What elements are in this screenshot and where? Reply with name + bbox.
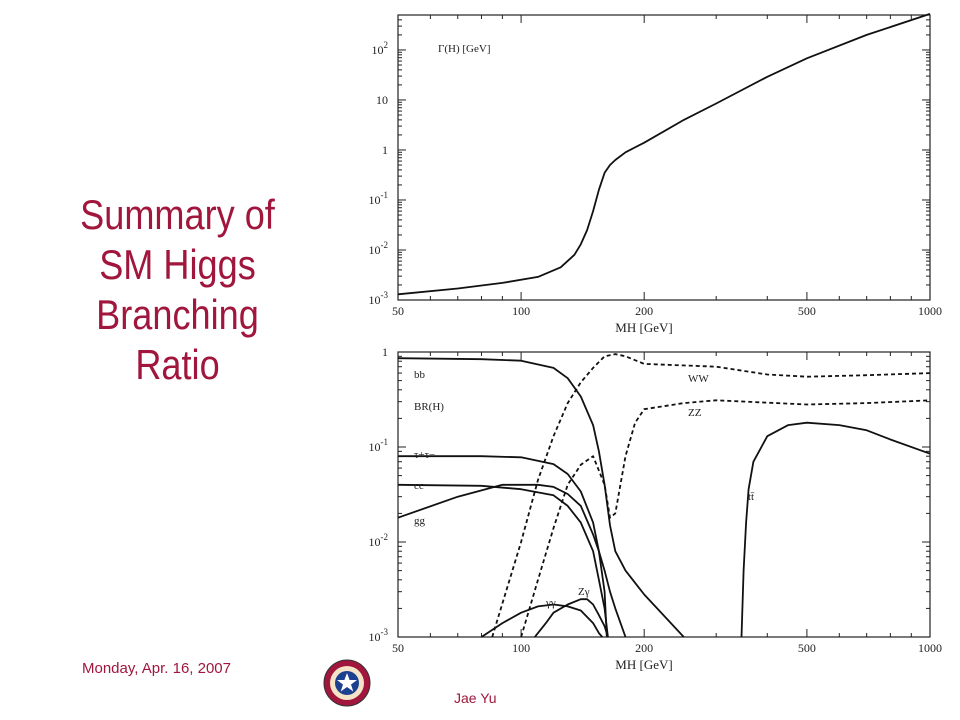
x-tick-label: 500 [798, 304, 816, 318]
series-line-γγ [481, 603, 603, 638]
x-tick-label: 200 [635, 304, 653, 318]
x-axis-label: MH [GeV] [615, 320, 672, 335]
y-tick-label: 10-3 [369, 290, 389, 307]
series-label: γγ [545, 597, 556, 609]
plot-frame [397, 351, 931, 638]
y-tick-label: 10 [376, 93, 388, 107]
series-line-tt̄ [740, 421, 931, 638]
series-label: gg [414, 515, 426, 527]
x-tick-label: 1000 [918, 641, 942, 655]
series-line-Zγ [534, 598, 609, 638]
y-tick-label: 10-2 [369, 532, 389, 549]
x-tick-label: 200 [635, 641, 653, 655]
y-tick-label: 10-1 [369, 437, 389, 454]
series-label: ZZ [688, 407, 702, 419]
x-tick-label: 100 [512, 641, 530, 655]
y-tick-label: 10-2 [369, 240, 389, 257]
series-line-τ+τ− [398, 455, 608, 638]
branching-ratio-panel: 50 100 200 500 1000 10-3 10-2 10-1 1 MH [GeV] BR(H… [369, 345, 943, 672]
series-line-Γ(H) [397, 13, 931, 296]
x-axis-label: MH [GeV] [615, 657, 672, 672]
footer-date: Monday, Apr. 16, 2007 [82, 660, 231, 677]
slide-title-line: SM Higgs [99, 241, 256, 288]
slide-title-line: Branching [96, 291, 259, 338]
series-label: bb [414, 369, 426, 381]
y-tick-label: 102 [372, 40, 389, 57]
y-tick-label: 10-1 [369, 190, 389, 207]
y-tick-label: 1 [382, 143, 388, 157]
series-label: tt̄ [748, 491, 755, 503]
width-panel: 50 100 200 500 1000 10-3 10-2 10-1 1 10 102 MH [GeV… [369, 13, 942, 335]
series-line-cc [397, 483, 609, 638]
x-tick-label: 100 [512, 304, 530, 318]
series-label: WW [688, 373, 709, 385]
series-label: Zγ [578, 586, 590, 598]
x-tick-label: 50 [392, 641, 404, 655]
slide-title-line: Summary of [80, 191, 275, 238]
series-line-WW [491, 353, 931, 638]
university-seal-icon [323, 659, 371, 707]
series-line-ZZ [520, 399, 931, 638]
x-tick-label: 50 [392, 304, 404, 318]
panel-label: Γ(H) [GeV] [438, 43, 490, 55]
y-tick-label: 1 [382, 345, 388, 359]
series-line-bb [397, 357, 685, 638]
series-line-gg [397, 483, 627, 638]
y-tick-label: 10-3 [369, 627, 389, 644]
footer-author: Jae Yu [454, 690, 497, 706]
plot-frame [397, 14, 931, 301]
slide-title: Summary of SM Higgs Branching Ratio [51, 190, 305, 390]
series-label: τ+τ− [414, 449, 435, 461]
x-tick-label: 1000 [918, 304, 942, 318]
panel-label: BR(H) [414, 401, 444, 413]
slide-title-line: Ratio [135, 341, 220, 388]
series-label: cc [414, 480, 424, 492]
x-tick-label: 500 [798, 641, 816, 655]
